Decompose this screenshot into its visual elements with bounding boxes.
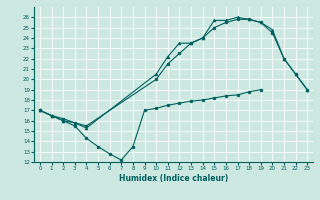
X-axis label: Humidex (Indice chaleur): Humidex (Indice chaleur) bbox=[119, 174, 228, 183]
